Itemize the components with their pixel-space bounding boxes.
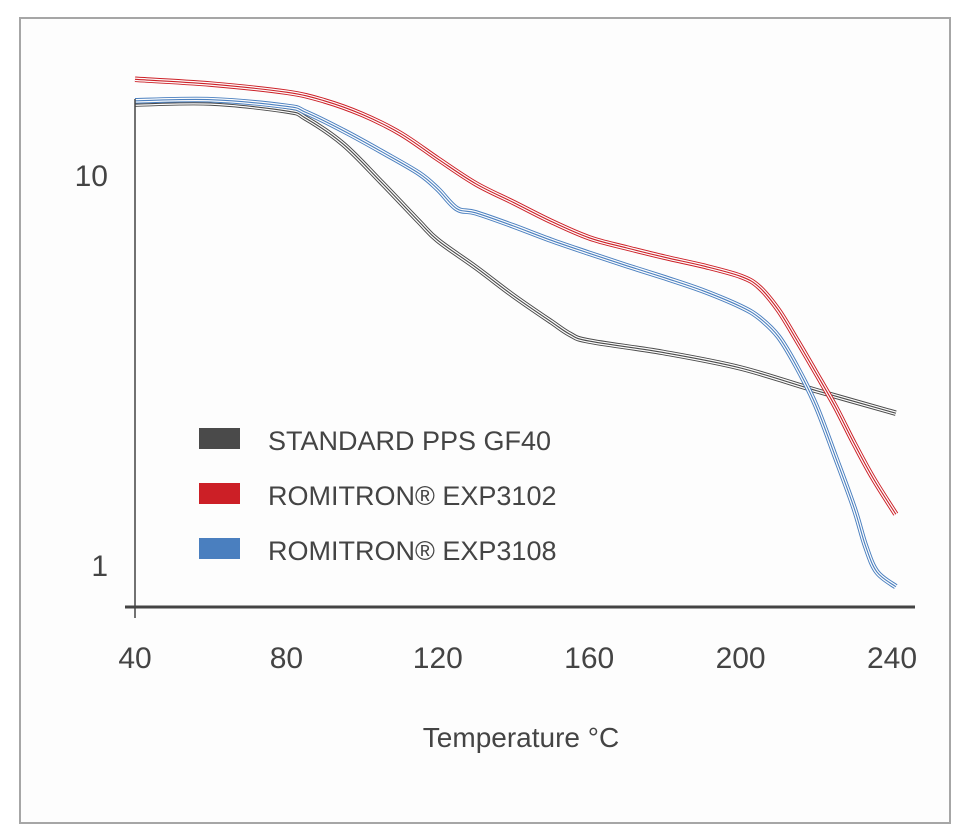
legend-swatch xyxy=(199,538,240,559)
series-line-core xyxy=(134,98,897,588)
y-tick-labels: 1 10 xyxy=(75,160,108,583)
x-axis-title: Temperature °C xyxy=(423,722,619,753)
y-tick-label: 10 xyxy=(75,160,108,193)
legend-item: ROMITRON® EXP3102 xyxy=(199,481,556,511)
series-2-group xyxy=(134,96,898,589)
series-line-gap xyxy=(134,100,897,415)
legend-label: ROMITRON® EXP3108 xyxy=(268,536,556,566)
series-line-core xyxy=(134,102,896,414)
chart-frame xyxy=(19,17,951,824)
legend-swatch xyxy=(199,428,240,449)
legend-label: STANDARD PPS GF40 xyxy=(268,426,551,456)
x-tick-label: 120 xyxy=(413,642,463,675)
y-tick-label: 1 xyxy=(91,550,108,583)
x-tick-label: 40 xyxy=(118,642,151,675)
x-tick-label: 200 xyxy=(716,642,766,675)
x-tick-labels: 40 80 120 160 200 240 xyxy=(118,642,917,675)
legend-label: ROMITRON® EXP3102 xyxy=(268,481,556,511)
x-tick-label: 160 xyxy=(564,642,614,675)
x-tick-label: 240 xyxy=(867,642,917,675)
series-line-core xyxy=(134,78,897,515)
series-line xyxy=(134,99,897,416)
legend-item: STANDARD PPS GF40 xyxy=(199,426,551,456)
legend-item: ROMITRON® EXP3108 xyxy=(199,536,556,566)
legend-swatch xyxy=(199,483,240,504)
series-0-group xyxy=(134,99,897,416)
series-line-gap xyxy=(134,97,897,589)
legend: STANDARD PPS GF40 ROMITRON® EXP3102 ROMITR… xyxy=(199,426,556,566)
x-tick-label: 80 xyxy=(270,642,303,675)
series-layer xyxy=(134,76,899,589)
series-1-group xyxy=(134,76,899,516)
